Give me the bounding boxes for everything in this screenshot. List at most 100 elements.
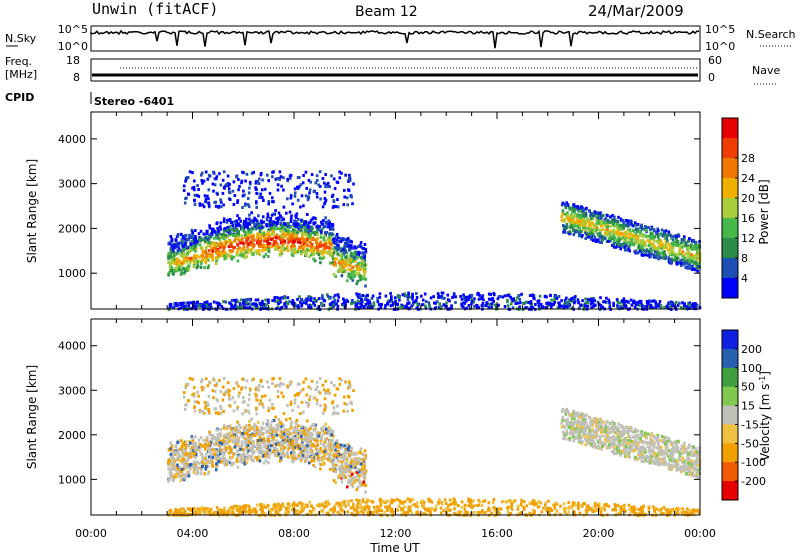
range-cell bbox=[611, 214, 614, 217]
range-cell bbox=[358, 450, 362, 454]
range-cell bbox=[177, 470, 180, 474]
range-cell bbox=[174, 238, 177, 242]
range-cell bbox=[626, 219, 629, 223]
range-cell bbox=[624, 242, 627, 246]
range-cell bbox=[180, 456, 184, 460]
range-cell bbox=[655, 251, 659, 255]
range-cell bbox=[170, 266, 174, 270]
range-cell bbox=[350, 472, 354, 476]
range-cell bbox=[223, 227, 227, 231]
range-cell bbox=[251, 302, 254, 306]
range-cell bbox=[258, 195, 262, 199]
range-cell bbox=[316, 455, 320, 459]
range-cell bbox=[215, 232, 218, 236]
range-cell bbox=[650, 249, 653, 253]
range-cell bbox=[344, 261, 347, 265]
range-cell bbox=[180, 439, 183, 443]
range-cell bbox=[300, 228, 303, 232]
range-cell bbox=[204, 170, 208, 174]
range-cell bbox=[175, 267, 178, 271]
range-cell bbox=[333, 259, 336, 263]
range-cell bbox=[386, 301, 390, 305]
range-cell bbox=[350, 270, 354, 274]
range-cell bbox=[292, 224, 296, 228]
range-cell bbox=[254, 298, 258, 302]
range-cell bbox=[180, 238, 184, 242]
range-cell bbox=[460, 297, 464, 301]
range-cell bbox=[607, 219, 610, 223]
range-cell bbox=[172, 257, 176, 261]
range-cell bbox=[250, 447, 253, 451]
range-cell bbox=[308, 442, 311, 445]
range-cell bbox=[292, 436, 296, 440]
range-cell bbox=[565, 214, 568, 218]
range-cell bbox=[262, 255, 266, 259]
range-cell bbox=[195, 193, 199, 197]
range-cell bbox=[305, 186, 308, 190]
range-cell bbox=[563, 212, 567, 216]
range-cell bbox=[647, 234, 651, 238]
range-cell bbox=[187, 471, 191, 475]
range-cell bbox=[695, 244, 699, 248]
range-cell bbox=[248, 220, 252, 223]
range-cell bbox=[208, 237, 212, 241]
range-cell bbox=[589, 302, 593, 306]
range-cell bbox=[652, 248, 656, 252]
range-cell bbox=[202, 232, 206, 236]
range-cell bbox=[617, 236, 620, 240]
range-cell bbox=[463, 301, 467, 305]
range-cell bbox=[236, 259, 240, 263]
range-cell bbox=[666, 248, 670, 252]
range-cell bbox=[313, 303, 317, 307]
range-cell bbox=[174, 246, 177, 250]
range-cell bbox=[647, 302, 650, 306]
range-cell bbox=[347, 188, 350, 192]
range-cell bbox=[640, 253, 644, 257]
range-cell bbox=[260, 221, 263, 225]
range-cell bbox=[222, 232, 225, 236]
range-cell bbox=[632, 301, 636, 304]
range-cell bbox=[339, 465, 343, 469]
range-cell bbox=[305, 297, 308, 301]
range-cell bbox=[670, 250, 674, 254]
range-cell bbox=[191, 464, 194, 468]
range-cell bbox=[267, 438, 270, 441]
range-cell bbox=[216, 255, 220, 259]
range-cell bbox=[226, 174, 230, 178]
range-cell bbox=[321, 455, 324, 459]
range-cell bbox=[258, 253, 262, 257]
range-cell bbox=[603, 220, 607, 224]
range-cell bbox=[307, 295, 310, 299]
range-cell bbox=[261, 299, 264, 303]
range-cell bbox=[185, 245, 189, 249]
range-cell bbox=[233, 194, 237, 198]
range-cell bbox=[255, 221, 259, 225]
range-cell bbox=[537, 299, 541, 303]
range-cell bbox=[640, 246, 644, 250]
range-cell bbox=[364, 303, 368, 306]
range-cell bbox=[244, 439, 247, 443]
range-cell bbox=[201, 258, 204, 262]
range-cell bbox=[317, 434, 320, 438]
range-cell bbox=[481, 295, 484, 299]
range-cell bbox=[266, 215, 270, 218]
range-cell bbox=[275, 234, 278, 238]
range-cell bbox=[584, 301, 588, 305]
range-cell bbox=[194, 249, 197, 253]
range-cell bbox=[554, 295, 557, 299]
range-cell bbox=[354, 459, 357, 463]
range-cell bbox=[239, 447, 242, 451]
range-cell bbox=[201, 254, 204, 258]
range-cell bbox=[327, 425, 331, 429]
range-cell bbox=[240, 179, 244, 183]
range-cell bbox=[179, 241, 182, 245]
range-cell bbox=[593, 210, 597, 214]
range-cell bbox=[356, 255, 359, 259]
range-cell bbox=[250, 238, 254, 242]
range-cell bbox=[309, 425, 313, 429]
range-cell bbox=[625, 223, 629, 227]
range-cell bbox=[271, 200, 274, 204]
range-cell bbox=[605, 233, 609, 237]
range-cell bbox=[171, 461, 175, 465]
range-cell bbox=[354, 253, 357, 257]
